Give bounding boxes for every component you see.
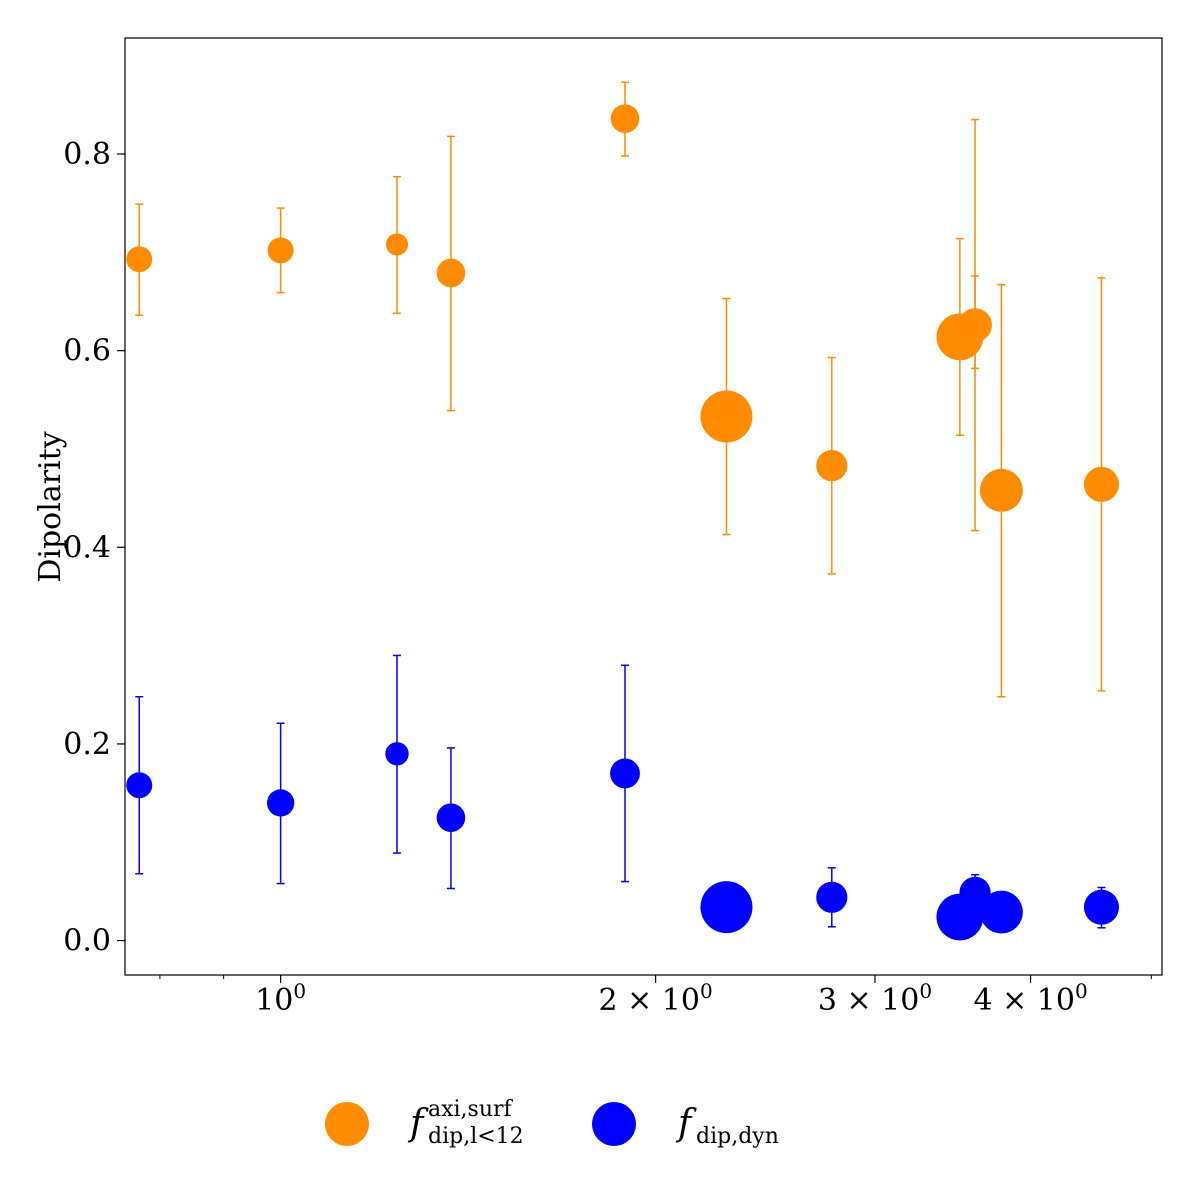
data-point bbox=[610, 104, 640, 133]
data-point bbox=[816, 450, 848, 482]
plot-frame bbox=[124, 37, 1163, 976]
data-point bbox=[266, 789, 295, 817]
x-tick-label: 3 × 100 bbox=[818, 979, 932, 1018]
data-point bbox=[958, 308, 992, 342]
legend-marker bbox=[592, 1102, 636, 1146]
legend-label: f axi,surf dip,l<12 bbox=[407, 1097, 524, 1149]
data-point bbox=[436, 258, 466, 288]
legend-label: f dip,dyn bbox=[675, 1103, 779, 1149]
data-point bbox=[979, 890, 1023, 934]
x-tick-label: 100 bbox=[255, 979, 306, 1018]
series-2 bbox=[126, 654, 1120, 941]
y-tick-label: 0.2 bbox=[63, 727, 111, 762]
legend-marker bbox=[325, 1102, 369, 1146]
legend-item-1: f axi,surf dip,l<12 bbox=[325, 1097, 524, 1149]
data-point bbox=[267, 237, 294, 264]
data-point bbox=[979, 468, 1023, 512]
data-point bbox=[385, 233, 409, 256]
chart-axes: 100 2 × 100 3 × 100 4 × 100 0.0 0.2 0.4 0.6 0.8 bbox=[63, 137, 1152, 1018]
x-tick-label: 4 × 100 bbox=[973, 979, 1087, 1018]
data-point bbox=[126, 246, 153, 273]
data-point bbox=[959, 876, 991, 909]
data-point bbox=[126, 772, 153, 799]
data-point bbox=[610, 758, 640, 789]
data-point bbox=[816, 881, 848, 913]
data-point bbox=[385, 742, 409, 766]
y-axis-label: Dipolarity bbox=[33, 431, 68, 582]
data-point bbox=[700, 881, 753, 934]
data-point bbox=[1083, 889, 1120, 925]
y-tick-label: 0.6 bbox=[63, 334, 111, 369]
data-point bbox=[1083, 466, 1120, 502]
y-tick-label: 0.4 bbox=[63, 530, 111, 565]
x-tick-label: 2 × 100 bbox=[598, 979, 712, 1018]
data-point bbox=[700, 390, 753, 443]
legend: f axi,surf dip,l<12 f dip,dyn bbox=[325, 1097, 779, 1149]
legend-item-2: f dip,dyn bbox=[592, 1102, 779, 1149]
y-tick-label: 0.8 bbox=[63, 137, 111, 172]
chart-marks bbox=[126, 81, 1120, 941]
data-point bbox=[436, 803, 466, 832]
y-tick-label: 0.0 bbox=[63, 924, 111, 959]
series-1 bbox=[126, 81, 1120, 698]
